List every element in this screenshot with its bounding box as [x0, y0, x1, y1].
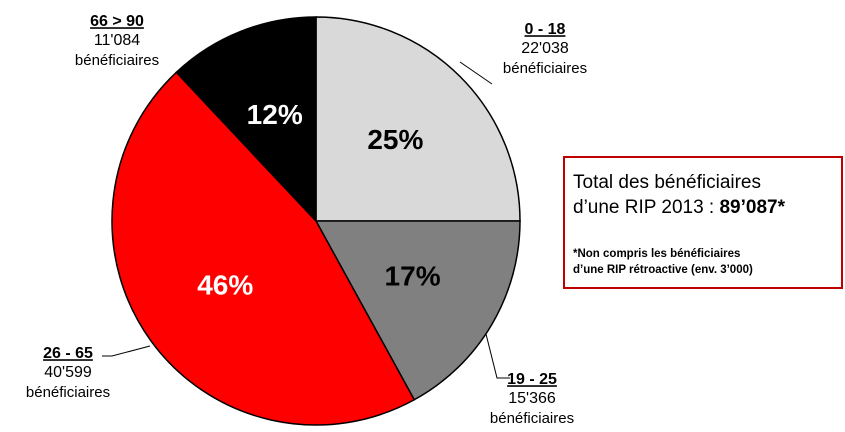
box-line1: Total des bénéficiaires	[573, 172, 761, 193]
category-label: 19 - 25	[507, 371, 557, 388]
leader-line	[459, 61, 493, 85]
box-line2: d’une RIP 2013 : 89’087*	[573, 197, 786, 218]
box-note2: d’une RIP rétroactive (env. 3’000)	[573, 264, 753, 276]
unit-label: bénéficiaires	[26, 384, 110, 401]
count-label: 15'366	[508, 390, 556, 407]
category-label: 26 - 65	[43, 345, 93, 362]
box-line2-text: d’une RIP 2013 :	[573, 197, 719, 218]
count-label: 22'038	[521, 40, 569, 57]
slice-label: 17%	[385, 261, 441, 292]
leader-line	[102, 345, 151, 357]
pie-slice	[314, 220, 521, 401]
leader-line	[485, 333, 510, 379]
category-label: 0 - 18	[525, 21, 566, 38]
unit-label: bénéficiaires	[503, 60, 587, 77]
box-note1: *Non compris les bénéficiaires	[573, 248, 740, 260]
count-label: 11'084	[94, 32, 140, 49]
labels: 25% 0 - 18 22'038 bénéficiaires 17% 19 - 25 15…	[26, 13, 587, 427]
slice-label: 25%	[367, 124, 423, 155]
pie	[111, 16, 521, 426]
pie-slice	[315, 16, 521, 222]
slice-label: 46%	[197, 269, 253, 300]
box-total: 89’087*	[719, 197, 785, 218]
category-label: 66 > 90	[90, 13, 144, 30]
pie-slice	[111, 71, 416, 426]
pie-slice	[175, 16, 317, 223]
unit-label: bénéficiaires	[75, 52, 159, 69]
total-box	[563, 156, 843, 289]
slice-label: 12%	[247, 99, 303, 130]
count-label: 40'599	[44, 364, 92, 381]
unit-label: bénéficiaires	[490, 410, 574, 427]
